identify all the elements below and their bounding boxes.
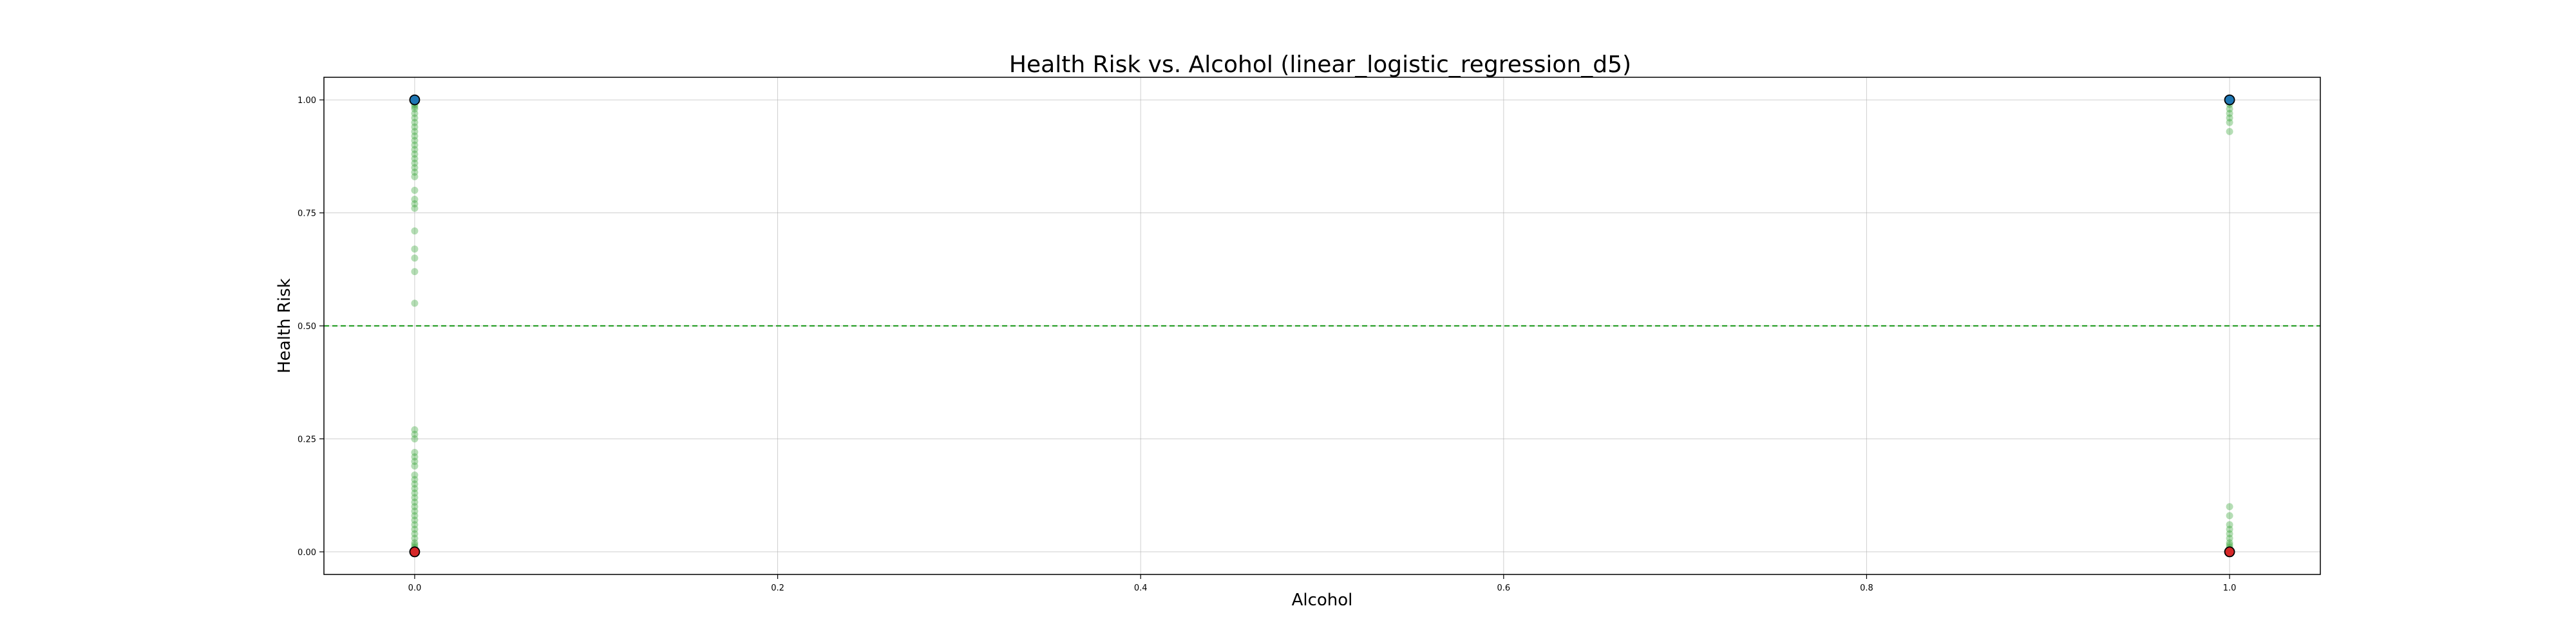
green-data-point (2226, 512, 2233, 520)
green-data-point (2226, 105, 2233, 113)
green-data-point (2226, 530, 2233, 538)
blue-data-point (2224, 94, 2235, 106)
green-data-point (2226, 128, 2233, 135)
green-data-point (411, 195, 419, 203)
green-data-point (411, 159, 419, 167)
green-data-point (411, 164, 419, 171)
green-data-point (411, 132, 419, 140)
green-data-point (411, 173, 419, 180)
green-data-point (411, 268, 419, 276)
green-data-point (411, 539, 419, 547)
green-data-point (411, 471, 419, 479)
x-tick-label: 0.2 (771, 583, 784, 593)
y-tick-label: 0.25 (298, 435, 316, 444)
green-data-point (411, 521, 419, 529)
axis-ticks: 0.0 0.2 0.4 0.6 0.8 1.0 0.00 0.25 0.50 0.75 1.00 (298, 96, 2236, 593)
green-data-point (411, 512, 419, 520)
green-data-point (2226, 109, 2233, 117)
green-data-point (411, 526, 419, 533)
y-tick-label: 0.75 (298, 209, 316, 219)
blue-data-point (409, 94, 421, 106)
green-data-point (411, 186, 419, 194)
x-tick-label: 0.0 (408, 583, 422, 593)
green-data-point (411, 449, 419, 457)
green-data-point (2226, 526, 2233, 533)
green-data-point (2226, 521, 2233, 529)
green-data-point (411, 205, 419, 213)
green-data-point (411, 146, 419, 153)
green-data-point (411, 200, 419, 208)
green-data-point (2226, 535, 2233, 542)
green-data-point (411, 535, 419, 542)
green-data-point (411, 494, 419, 502)
green-data-point (411, 141, 419, 149)
green-data-point (411, 254, 419, 262)
green-data-point (411, 498, 419, 506)
green-data-point (411, 155, 419, 162)
green-data-point (411, 109, 419, 117)
green-data-point (2226, 118, 2233, 126)
y-tick-label: 0.50 (298, 322, 316, 332)
green-data-point (411, 245, 419, 253)
green-data-point (411, 128, 419, 135)
green-data-point (411, 105, 419, 113)
green-data-point (411, 435, 419, 442)
green-data-point (411, 123, 419, 131)
green-data-point (411, 530, 419, 538)
x-tick-label: 0.6 (1497, 583, 1510, 593)
green-data-point (411, 485, 419, 493)
y-tick-label: 0.00 (298, 548, 316, 558)
red-data-point (409, 546, 421, 558)
data-points (409, 94, 2235, 558)
green-data-point (411, 503, 419, 511)
green-data-point (411, 118, 419, 126)
y-tick-label: 1.00 (298, 96, 316, 106)
green-data-point (411, 453, 419, 461)
x-tick-label: 0.4 (1134, 583, 1148, 593)
green-data-point (411, 480, 419, 488)
red-data-point (2224, 546, 2235, 558)
green-data-point (411, 489, 419, 497)
green-data-point (2226, 539, 2233, 547)
green-data-point (411, 476, 419, 484)
green-data-point (411, 462, 419, 470)
green-data-point (411, 507, 419, 515)
chart-title: Health Risk vs. Alcohol (linear_logistic… (1009, 52, 1631, 78)
y-axis-label: Health Risk (275, 278, 294, 374)
green-data-point (411, 227, 419, 235)
x-axis-label: Alcohol (1292, 591, 1353, 610)
green-data-point (411, 137, 419, 144)
x-tick-label: 1.0 (2223, 583, 2237, 593)
green-data-point (411, 114, 419, 122)
green-data-point (411, 458, 419, 466)
green-data-point (411, 426, 419, 433)
green-data-point (411, 516, 419, 524)
green-data-point (411, 168, 419, 176)
green-data-point (2226, 114, 2233, 122)
green-data-point (411, 150, 419, 158)
green-data-point (2226, 503, 2233, 511)
x-tick-label: 0.8 (1860, 583, 1873, 593)
green-data-point (411, 299, 419, 307)
green-data-point (411, 430, 419, 438)
